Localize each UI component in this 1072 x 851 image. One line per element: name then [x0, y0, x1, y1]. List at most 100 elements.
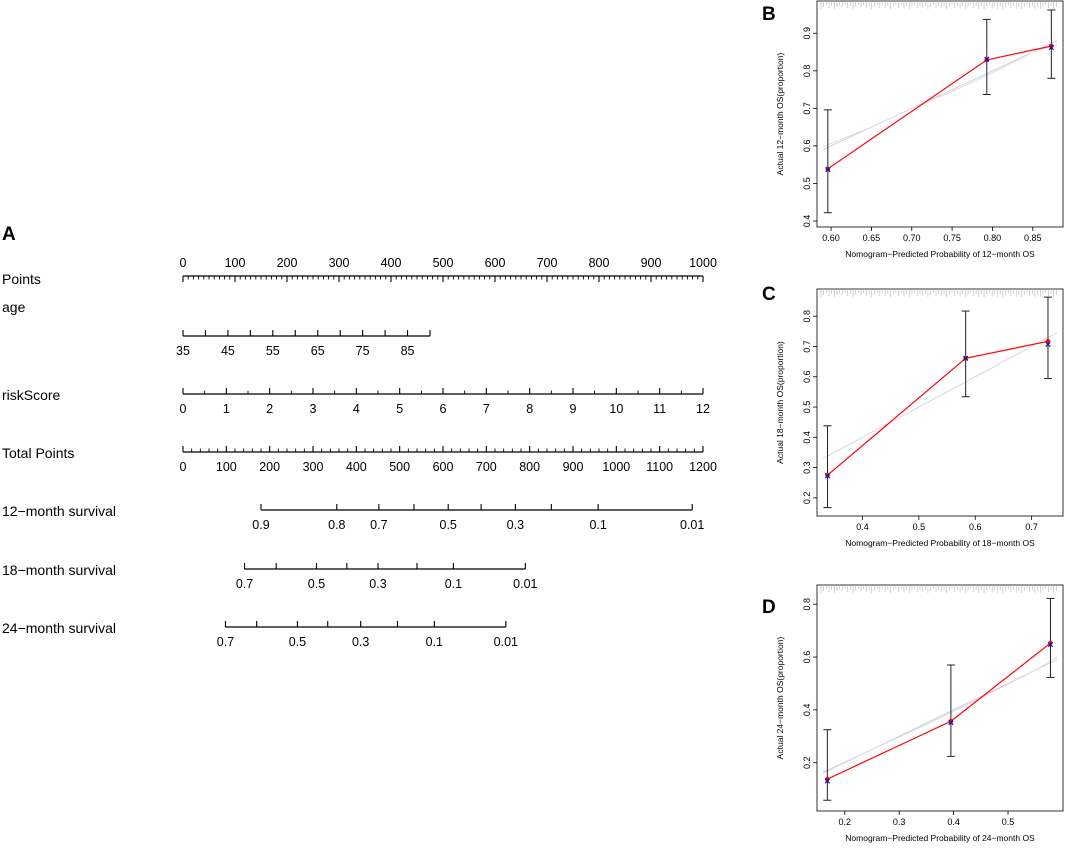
- tick-label-points: 300: [329, 256, 350, 270]
- bias-corrected-point-c: [824, 473, 831, 479]
- tick-label-age: 45: [221, 344, 235, 358]
- error-bar-d: [1046, 597, 1055, 678]
- rug-marks-c: [820, 289, 1057, 297]
- x-tick-label-c: 0.7: [1025, 522, 1038, 532]
- y-tick-label-d: 0.6: [802, 651, 812, 664]
- tick-label-total-points: 900: [563, 460, 584, 474]
- x-tick-label-d: 0.4: [947, 817, 960, 827]
- tick-label-riskscore: 7: [483, 402, 490, 416]
- tick-label-riskscore: 1: [223, 402, 230, 416]
- error-bar-c: [823, 425, 832, 509]
- nomogram-row-total-points: Total Points 0 100 200 300 400 500 600 700 800 900…: [2, 445, 717, 474]
- nomogram-row-survival-12: 12−month survival 0.9 0.8 0.7 0.5 0.3 0.1 0.01: [2, 503, 704, 532]
- tick-label-riskscore: 4: [353, 402, 360, 416]
- nomogram-row-survival-18: 18−month survival 0.7 0.5 0.3 0.1 0.01: [2, 562, 538, 591]
- y-tick-label-d: 0.4: [802, 704, 812, 717]
- x-axis-title-c: Nomogram−Predicted Probability of 18−mon…: [845, 538, 1035, 548]
- tick-label-survival-12: 0.9: [252, 518, 269, 532]
- tick-label-survival-24: 0.01: [494, 635, 518, 649]
- tick-label-total-points: 700: [476, 460, 497, 474]
- y-tick-label-b: 0.5: [802, 177, 812, 190]
- y-tick-label-b: 0.7: [802, 102, 812, 115]
- y-tick-label-b: 0.6: [802, 140, 812, 153]
- tick-label-age: 85: [401, 344, 415, 358]
- tick-label-age: 75: [356, 344, 370, 358]
- tick-label-survival-12: 0.5: [440, 518, 457, 532]
- y-tick-label-b: 0.4: [802, 215, 812, 228]
- tick-label-riskscore: 5: [396, 402, 403, 416]
- tick-label-riskscore: 9: [570, 402, 577, 416]
- tick-label-riskscore: 10: [609, 402, 623, 416]
- tick-label-points: 900: [641, 256, 662, 270]
- tick-label-riskscore: 12: [696, 402, 710, 416]
- x-tick-label-c: 0.4: [856, 522, 869, 532]
- tick-label-points: 700: [537, 256, 558, 270]
- observed-line-c: [827, 340, 1049, 476]
- row-label-survival-12: 12−month survival: [2, 503, 116, 519]
- bias-corrected-point-d: [824, 778, 831, 784]
- x-tick-label-d: 0.2: [839, 817, 852, 827]
- x-tick-label-b: 0.65: [863, 233, 881, 243]
- x-axis-title-b: Nomogram−Predicted Probability of 12−mon…: [845, 249, 1035, 259]
- row-label-survival-18: 18−month survival: [2, 562, 116, 578]
- tick-label-total-points: 0: [180, 460, 187, 474]
- error-bar-c: [1043, 296, 1052, 380]
- x-tick-label-b: 0.60: [822, 233, 840, 243]
- tick-label-total-points: 1100: [646, 460, 673, 474]
- tick-label-total-points: 500: [389, 460, 410, 474]
- rug-marks-b: [820, 1, 1057, 9]
- x-tick-label-b: 0.70: [903, 233, 921, 243]
- tick-label-total-points: 300: [303, 460, 324, 474]
- tick-label-survival-18: 0.1: [445, 577, 462, 591]
- tick-label-survival-18: 0.01: [513, 577, 537, 591]
- tick-label-total-points: 1000: [602, 460, 630, 474]
- plot-frame-b: [816, 0, 1064, 228]
- y-tick-label-c: 0.4: [802, 431, 812, 444]
- tick-label-total-points: 800: [519, 460, 540, 474]
- calibration-panel-b: B 0.60 0.65 0.70 0.75 0.80 0.85 0.4 0.5 0.6 0.7 0.8…: [762, 0, 1064, 259]
- error-bar-d: [946, 664, 955, 757]
- observed-point-d: [948, 718, 954, 724]
- tick-label-points: 400: [381, 256, 402, 270]
- x-tick-label-c: 0.5: [913, 522, 926, 532]
- tick-label-total-points: 600: [433, 460, 454, 474]
- tick-label-total-points: 1200: [689, 460, 717, 474]
- x-tick-label-b: 0.85: [1024, 233, 1042, 243]
- y-tick-label-c: 0.7: [802, 340, 812, 353]
- error-bar-b: [823, 109, 832, 214]
- nomogram-row-points: Points 0 100 200 300 400 500 600 700 800 900 1000: [2, 256, 717, 287]
- tick-label-survival-18: 0.7: [236, 577, 253, 591]
- row-label-riskscore: riskScore: [2, 387, 61, 403]
- bias-corrected-point-c: [962, 355, 969, 361]
- y-tick-label-c: 0.2: [802, 492, 812, 505]
- tick-label-points: 800: [589, 256, 610, 270]
- observed-line-b: [827, 45, 1052, 170]
- nomogram-row-survival-24: 24−month survival 0.7 0.5 0.3 0.1 0.01: [2, 620, 518, 649]
- y-axis-title-c: Actual 18−month OS(proportion): [775, 341, 785, 464]
- tick-label-survival-12: 0.01: [680, 518, 704, 532]
- smooth-curve-d: [822, 656, 1058, 773]
- error-bar-d: [823, 729, 832, 801]
- y-tick-label-c: 0.5: [802, 401, 812, 414]
- row-label-age: age: [2, 299, 26, 315]
- y-tick-label-d: 0.8: [802, 598, 812, 611]
- tick-label-survival-12: 0.1: [589, 518, 606, 532]
- y-axis-title-b: Actual 12−month OS(proportion): [775, 53, 785, 176]
- tick-label-points: 0: [180, 256, 187, 270]
- tick-label-survival-24: 0.3: [352, 635, 369, 649]
- panel-letter-c: C: [762, 284, 776, 305]
- calibration-panel-c: C 0.4 0.5 0.6 0.7 0.2 0.3 0.4 0.5 0.6 0.7 0.8 Nomogr…: [762, 284, 1064, 548]
- y-tick-label-c: 0.3: [802, 461, 812, 474]
- tick-label-survival-24: 0.5: [289, 635, 306, 649]
- bias-corrected-point-d: [948, 719, 954, 726]
- y-tick-label-b: 0.8: [802, 65, 812, 78]
- tick-label-points: 500: [433, 256, 454, 270]
- rug-marks-d: [820, 585, 1057, 593]
- tick-label-survival-12: 0.3: [507, 518, 524, 532]
- panel-letter-a: A: [2, 224, 16, 245]
- tick-label-survival-18: 0.3: [369, 577, 386, 591]
- x-axis-title-d: Nomogram−Predicted Probability of 24−mon…: [845, 833, 1035, 843]
- tick-label-riskscore: 2: [266, 402, 273, 416]
